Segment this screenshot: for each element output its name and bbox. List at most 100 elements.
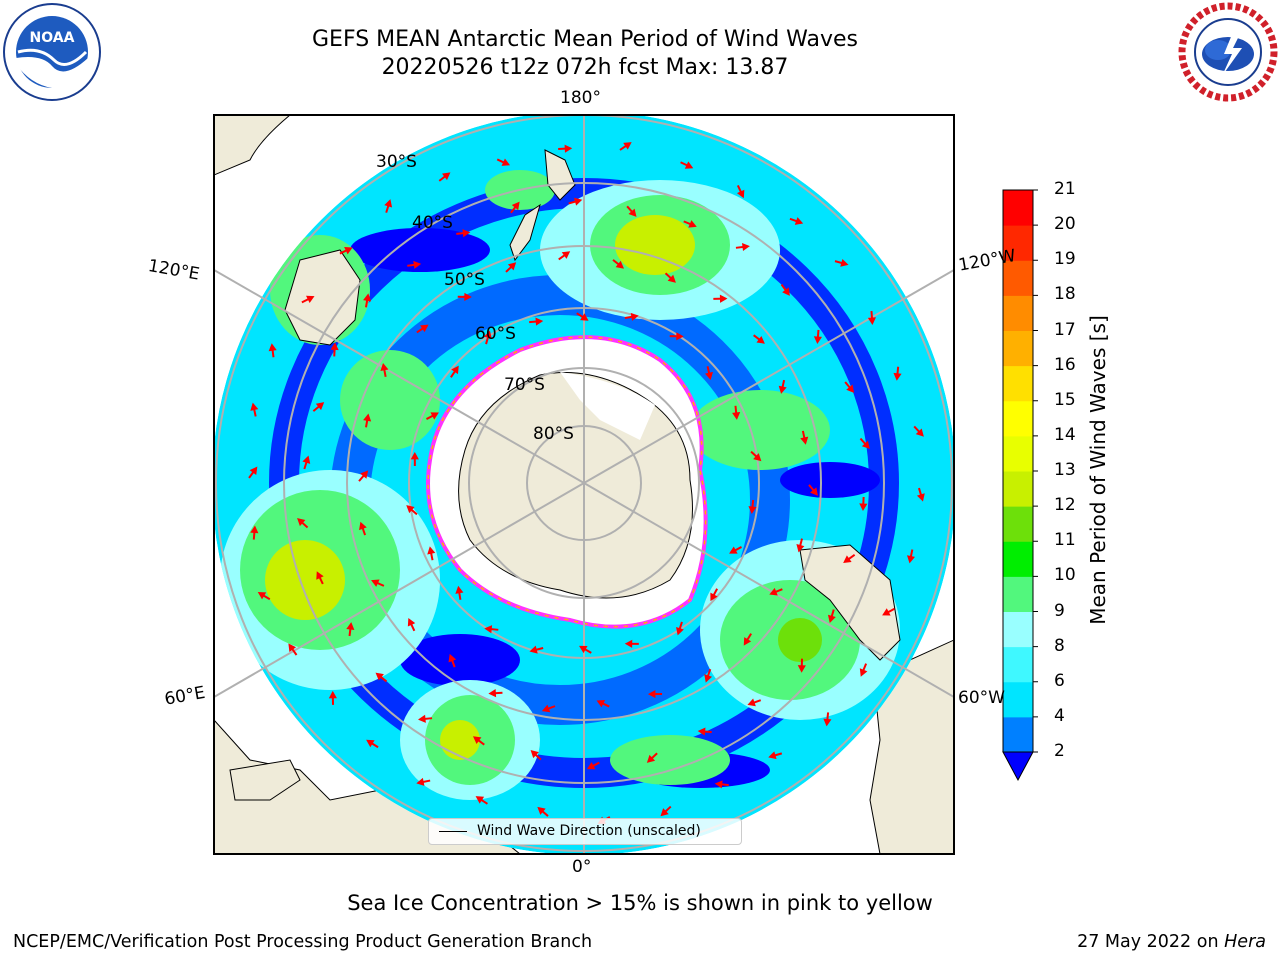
wave-direction-arrowhead [484, 625, 493, 634]
wave-direction-arrowhead [250, 525, 259, 534]
wave-direction-arrowhead [840, 258, 849, 267]
wave-direction-arrowhead [915, 428, 924, 437]
wave-direction-arrowhead [375, 672, 384, 681]
wave-direction-arrowhead [580, 313, 589, 321]
wave-direction-arrowhead [511, 201, 520, 211]
wave-direction-arrowhead [316, 571, 324, 580]
wave-direction-arrowhead [742, 242, 750, 252]
wave-direction-arrowhead [442, 172, 451, 181]
wave-direction-arrowhead [268, 343, 277, 352]
wave-direction-arrowhead [596, 700, 606, 708]
wave-direction-arrowhead [249, 466, 258, 475]
wave-direction-arrowhead [564, 144, 573, 153]
colorbar-segment [1003, 435, 1033, 472]
wave-direction-arrowhead [430, 412, 439, 420]
colorbar-segment [1003, 365, 1033, 402]
noaa-logo: NOAA [3, 3, 101, 101]
wave-direction-arrowhead [630, 312, 639, 321]
wave-direction-arrowhead [859, 503, 868, 512]
wave-direction-arrowhead [483, 330, 492, 339]
wave-direction-arrowhead [297, 518, 306, 527]
wave-direction-arrowhead [410, 451, 419, 460]
colorbar-segment [1003, 611, 1033, 648]
wave-direction-arrowhead [250, 402, 259, 411]
colorbar-segment [1003, 330, 1033, 367]
lon-label-60w: 60°W [958, 688, 1005, 708]
map-frame [213, 114, 955, 855]
footer-host: Hera [1224, 932, 1266, 952]
wave-direction-arrowhead [623, 142, 632, 150]
colorbar-tick-label: 11 [1054, 530, 1076, 551]
continent-new-zealand [509, 149, 576, 262]
footer-organization: NCEP/EMC/Verification Post Processing Pr… [13, 932, 593, 952]
wave-direction-arrowhead [363, 293, 372, 302]
wave-direction-arrowhead [574, 197, 583, 206]
wave-direction-arrowhead [371, 579, 380, 587]
wave-direction-arrowhead [427, 546, 436, 555]
colorbar-tick-label: 20 [1054, 214, 1076, 235]
wave-direction-arrowhead [893, 372, 902, 381]
wave-direction-arrowhead [406, 505, 415, 514]
wave-direction-arrowhead [810, 487, 818, 496]
colorbar-segment [1003, 225, 1033, 261]
wave-direction-arrowhead [859, 668, 868, 677]
colorbar-segment [1003, 295, 1033, 331]
wave-direction-arrowhead [455, 585, 464, 594]
continent-south-america [799, 544, 901, 661]
wave-direction-arrowhead [684, 161, 694, 169]
wave-direction-arrowhead [586, 762, 596, 770]
wave-direction-arrowhead [796, 544, 805, 553]
wave-direction-arrowhead [407, 618, 416, 627]
lat-label-80s: 80°S [533, 424, 574, 444]
wave-direction-arrowhead [624, 639, 633, 648]
wave-direction-arrowhead [705, 371, 713, 381]
wave-direction-arrowhead [346, 622, 355, 630]
longitude-grid [214, 115, 954, 854]
wave-direction-arrowhead [748, 506, 757, 514]
colorbar-segment [1003, 400, 1033, 437]
wave-direction-arrowhead [846, 384, 855, 393]
wave-direction-arrowhead [579, 645, 588, 654]
map-subtitle-forecast: 20220526 t12z 072h fcst Max: 13.87 [381, 55, 789, 80]
footer-date-text: 27 May 2022 on [1077, 932, 1219, 952]
wave-direction-arrowhead [384, 199, 393, 208]
wave-direction-arrowhead [561, 251, 571, 259]
wave-direction-arrowhead [729, 546, 738, 554]
wave-direction-arrowhead [302, 455, 311, 464]
wave-direction-arrowhead [413, 260, 422, 269]
wave-direction-arrowhead [537, 806, 546, 815]
legend-label: Wind Wave Direction (unscaled) [477, 823, 701, 839]
wave-direction-arrowhead [667, 274, 676, 283]
wave-direction-arrowhead [813, 336, 823, 344]
wave-direction-arrowhead [753, 453, 762, 462]
colorbar-label: Mean Period of Wind Waves [s] [1086, 315, 1110, 625]
wave-direction-arrowhead [628, 208, 637, 217]
colorbar-tick-label: 15 [1054, 389, 1076, 410]
wave-direction-arrowhead [782, 287, 790, 296]
colorbar [1002, 189, 1038, 782]
wave-direction-arrowhead [676, 332, 684, 341]
colorbar-tick-label: 10 [1054, 565, 1076, 586]
wave-direction-arrowhead [660, 808, 669, 817]
legend-line-swatch [439, 831, 467, 832]
wave-direction-arrowhead [768, 751, 777, 760]
colorbar-segment [1003, 716, 1033, 753]
wave-direction-arrowhead [344, 247, 353, 255]
wave-direction-arrowhead [328, 690, 337, 699]
map-title: GEFS MEAN Antarctic Mean Period of Wind … [312, 27, 858, 52]
nws-logo [1178, 2, 1278, 102]
wave-direction-arrowhead [529, 645, 538, 654]
lat-label-50s: 50°S [444, 270, 485, 290]
wave-direction-arrowhead [769, 587, 778, 596]
wave-direction-arrowhead [823, 718, 832, 727]
wave-direction-arrowhead [306, 295, 315, 304]
wave-direction-arrowhead [800, 436, 809, 445]
colorbar-tick-label: 21 [1054, 179, 1076, 199]
colorbar-tick-label: 16 [1054, 354, 1076, 375]
lat-label-40s: 40°S [412, 213, 453, 233]
colorbar-tick-label: 2 [1054, 741, 1065, 761]
colorbar-tick-label: 13 [1054, 460, 1076, 480]
wave-direction-arrowhead [719, 294, 728, 303]
wave-direction-arrowhead [867, 317, 877, 326]
continent-africa-tip [229, 759, 301, 801]
